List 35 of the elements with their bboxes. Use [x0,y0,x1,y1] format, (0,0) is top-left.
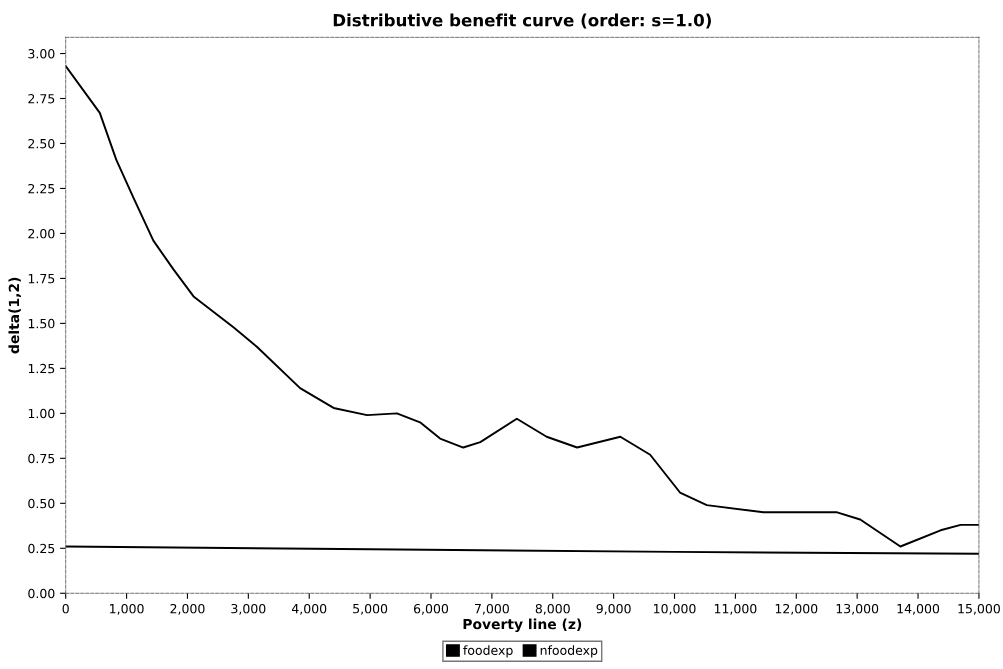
x-tick-label: 5,000 [353,603,388,615]
x-tick-label: 6,000 [413,603,449,615]
y-tick-label: 0.00 [28,588,55,599]
x-tick-label: 1,000 [110,603,144,615]
x-tick-label: 4,000 [291,603,327,615]
y-tick-label: 0.25 [28,543,55,554]
x-axis-title: Poverty line (z) [463,618,582,633]
x-tick-label: 12,000 [775,603,818,615]
y-tick-label: 1.75 [28,274,55,284]
y-tick-label: 3.00 [28,48,55,59]
chart-title: Distributive benefit curve (order: s=1.0) [333,13,711,29]
legend-label: foodexp [463,645,513,658]
legend-label: nfoodexp [540,645,598,658]
y-tick-label: 1.00 [28,408,55,419]
x-tick-label: 8,000 [535,603,570,615]
x-tick-label: 14,000 [897,603,940,615]
x-tick-label: 9,000 [596,603,631,615]
x-tick-label: 13,000 [836,603,879,615]
x-tick-label: 10,000 [654,603,696,615]
line-series [65,65,979,548]
x-tick-label: 11,000 [714,603,757,615]
y-tick-label: 2.75 [28,93,55,104]
y-tick-label: 0.50 [28,498,55,509]
x-tick-label: 7,000 [475,603,509,615]
y-tick-label: 0.75 [28,453,55,464]
x-tick-label: 15,000 [958,603,1000,615]
y-tick-label: 1.25 [28,363,55,374]
y-tick-label: 2.50 [28,138,55,149]
x-tick-label: 0 [62,603,69,614]
y-axis-title: delta(1,2) [8,277,21,354]
x-tick-label: 2,000 [170,603,205,615]
y-tick-label: 2.00 [28,228,55,239]
x-tick-label: 3,000 [231,603,266,615]
y-tick-label: 2.25 [28,183,55,194]
y-tick-label: 1.50 [28,318,55,329]
